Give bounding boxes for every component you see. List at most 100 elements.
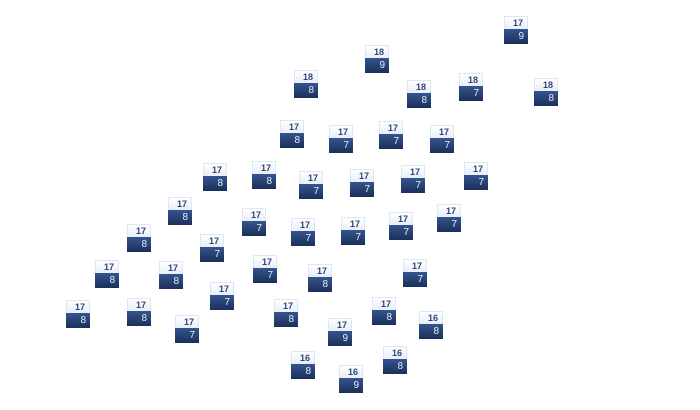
marker-top-value: 17	[299, 171, 323, 184]
marker-tile[interactable]: 17 7	[350, 169, 374, 197]
marker-bottom-value: 7	[341, 230, 365, 245]
marker-bottom-value: 7	[242, 221, 266, 236]
marker-tile[interactable]: 16 9	[339, 365, 363, 393]
marker-bottom-value: 7	[210, 295, 234, 310]
marker-bottom-value: 8	[534, 91, 558, 106]
marker-bottom-value: 7	[401, 178, 425, 193]
marker-top-value: 17	[95, 260, 119, 273]
marker-bottom-value: 9	[365, 58, 389, 73]
marker-tile[interactable]: 17 8	[203, 163, 227, 191]
marker-bottom-value: 7	[459, 86, 483, 101]
marker-bottom-value: 7	[329, 138, 353, 153]
marker-top-value: 17	[253, 255, 277, 268]
marker-top-value: 17	[175, 315, 199, 328]
marker-top-value: 17	[127, 298, 151, 311]
marker-top-value: 17	[242, 208, 266, 221]
marker-tile[interactable]: 16 8	[383, 346, 407, 374]
marker-tile[interactable]: 16 8	[291, 351, 315, 379]
marker-top-value: 17	[328, 318, 352, 331]
marker-top-value: 17	[403, 259, 427, 272]
marker-tile[interactable]: 16 8	[419, 311, 443, 339]
marker-bottom-value: 8	[252, 174, 276, 189]
marker-tile[interactable]: 17 7	[430, 125, 454, 153]
marker-tile[interactable]: 17 7	[200, 234, 224, 262]
marker-bottom-value: 8	[168, 210, 192, 225]
marker-top-value: 18	[365, 45, 389, 58]
marker-bottom-value: 9	[504, 29, 528, 44]
marker-top-value: 17	[372, 297, 396, 310]
marker-tile[interactable]: 17 8	[127, 298, 151, 326]
marker-bottom-value: 8	[280, 133, 304, 148]
marker-bottom-value: 8	[274, 312, 298, 327]
marker-top-value: 17	[252, 161, 276, 174]
marker-tile[interactable]: 17 7	[291, 218, 315, 246]
marker-tile[interactable]: 17 8	[95, 260, 119, 288]
marker-top-value: 16	[291, 351, 315, 364]
marker-top-value: 16	[339, 365, 363, 378]
marker-tile[interactable]: 17 7	[253, 255, 277, 283]
marker-bottom-value: 7	[253, 268, 277, 283]
marker-tile[interactable]: 17 8	[168, 197, 192, 225]
marker-tile[interactable]: 17 8	[127, 224, 151, 252]
marker-bottom-value: 8	[159, 274, 183, 289]
marker-top-value: 18	[459, 73, 483, 86]
marker-tile[interactable]: 18 7	[459, 73, 483, 101]
marker-tile[interactable]: 17 8	[308, 264, 332, 292]
marker-tile[interactable]: 17 8	[372, 297, 396, 325]
marker-top-value: 17	[210, 282, 234, 295]
marker-top-value: 17	[308, 264, 332, 277]
marker-top-value: 17	[66, 300, 90, 313]
marker-tile[interactable]: 17 7	[341, 217, 365, 245]
marker-tile[interactable]: 17 7	[329, 125, 353, 153]
marker-top-value: 17	[389, 212, 413, 225]
marker-tile[interactable]: 17 8	[274, 299, 298, 327]
marker-top-value: 17	[379, 121, 403, 134]
marker-tile[interactable]: 18 8	[407, 80, 431, 108]
marker-bottom-value: 7	[464, 175, 488, 190]
marker-top-value: 17	[168, 197, 192, 210]
marker-tile[interactable]: 17 8	[280, 120, 304, 148]
marker-tile[interactable]: 17 7	[464, 162, 488, 190]
marker-top-value: 16	[419, 311, 443, 324]
marker-bottom-value: 7	[175, 328, 199, 343]
marker-tile[interactable]: 17 7	[175, 315, 199, 343]
marker-bottom-value: 8	[372, 310, 396, 325]
marker-top-value: 17	[274, 299, 298, 312]
marker-tile[interactable]: 17 7	[210, 282, 234, 310]
marker-bottom-value: 7	[200, 247, 224, 262]
marker-bottom-value: 8	[294, 83, 318, 98]
marker-bottom-value: 9	[339, 378, 363, 393]
marker-tile[interactable]: 18 8	[294, 70, 318, 98]
marker-tile[interactable]: 17 7	[403, 259, 427, 287]
marker-tile[interactable]: 17 7	[379, 121, 403, 149]
marker-top-value: 17	[200, 234, 224, 247]
marker-bottom-value: 8	[419, 324, 443, 339]
marker-tile[interactable]: 17 7	[401, 165, 425, 193]
marker-bottom-value: 7	[291, 231, 315, 246]
marker-tile[interactable]: 17 9	[504, 16, 528, 44]
marker-bottom-value: 7	[437, 217, 461, 232]
marker-tile[interactable]: 17 8	[159, 261, 183, 289]
marker-top-value: 18	[294, 70, 318, 83]
marker-bottom-value: 8	[291, 364, 315, 379]
marker-tile[interactable]: 17 7	[242, 208, 266, 236]
marker-top-value: 17	[504, 16, 528, 29]
marker-bottom-value: 8	[383, 359, 407, 374]
marker-bottom-value: 8	[308, 277, 332, 292]
marker-top-value: 17	[159, 261, 183, 274]
marker-tile[interactable]: 17 7	[437, 204, 461, 232]
marker-bottom-value: 9	[328, 331, 352, 346]
marker-bottom-value: 7	[403, 272, 427, 287]
marker-tile[interactable]: 17 7	[299, 171, 323, 199]
marker-bottom-value: 8	[95, 273, 119, 288]
marker-bottom-value: 7	[379, 134, 403, 149]
marker-bottom-value: 7	[389, 225, 413, 240]
marker-tile[interactable]: 17 7	[389, 212, 413, 240]
marker-tile[interactable]: 17 8	[66, 300, 90, 328]
marker-tile[interactable]: 17 8	[252, 161, 276, 189]
marker-top-value: 17	[280, 120, 304, 133]
marker-top-value: 16	[383, 346, 407, 359]
marker-tile[interactable]: 18 9	[365, 45, 389, 73]
marker-tile[interactable]: 18 8	[534, 78, 558, 106]
marker-tile[interactable]: 17 9	[328, 318, 352, 346]
